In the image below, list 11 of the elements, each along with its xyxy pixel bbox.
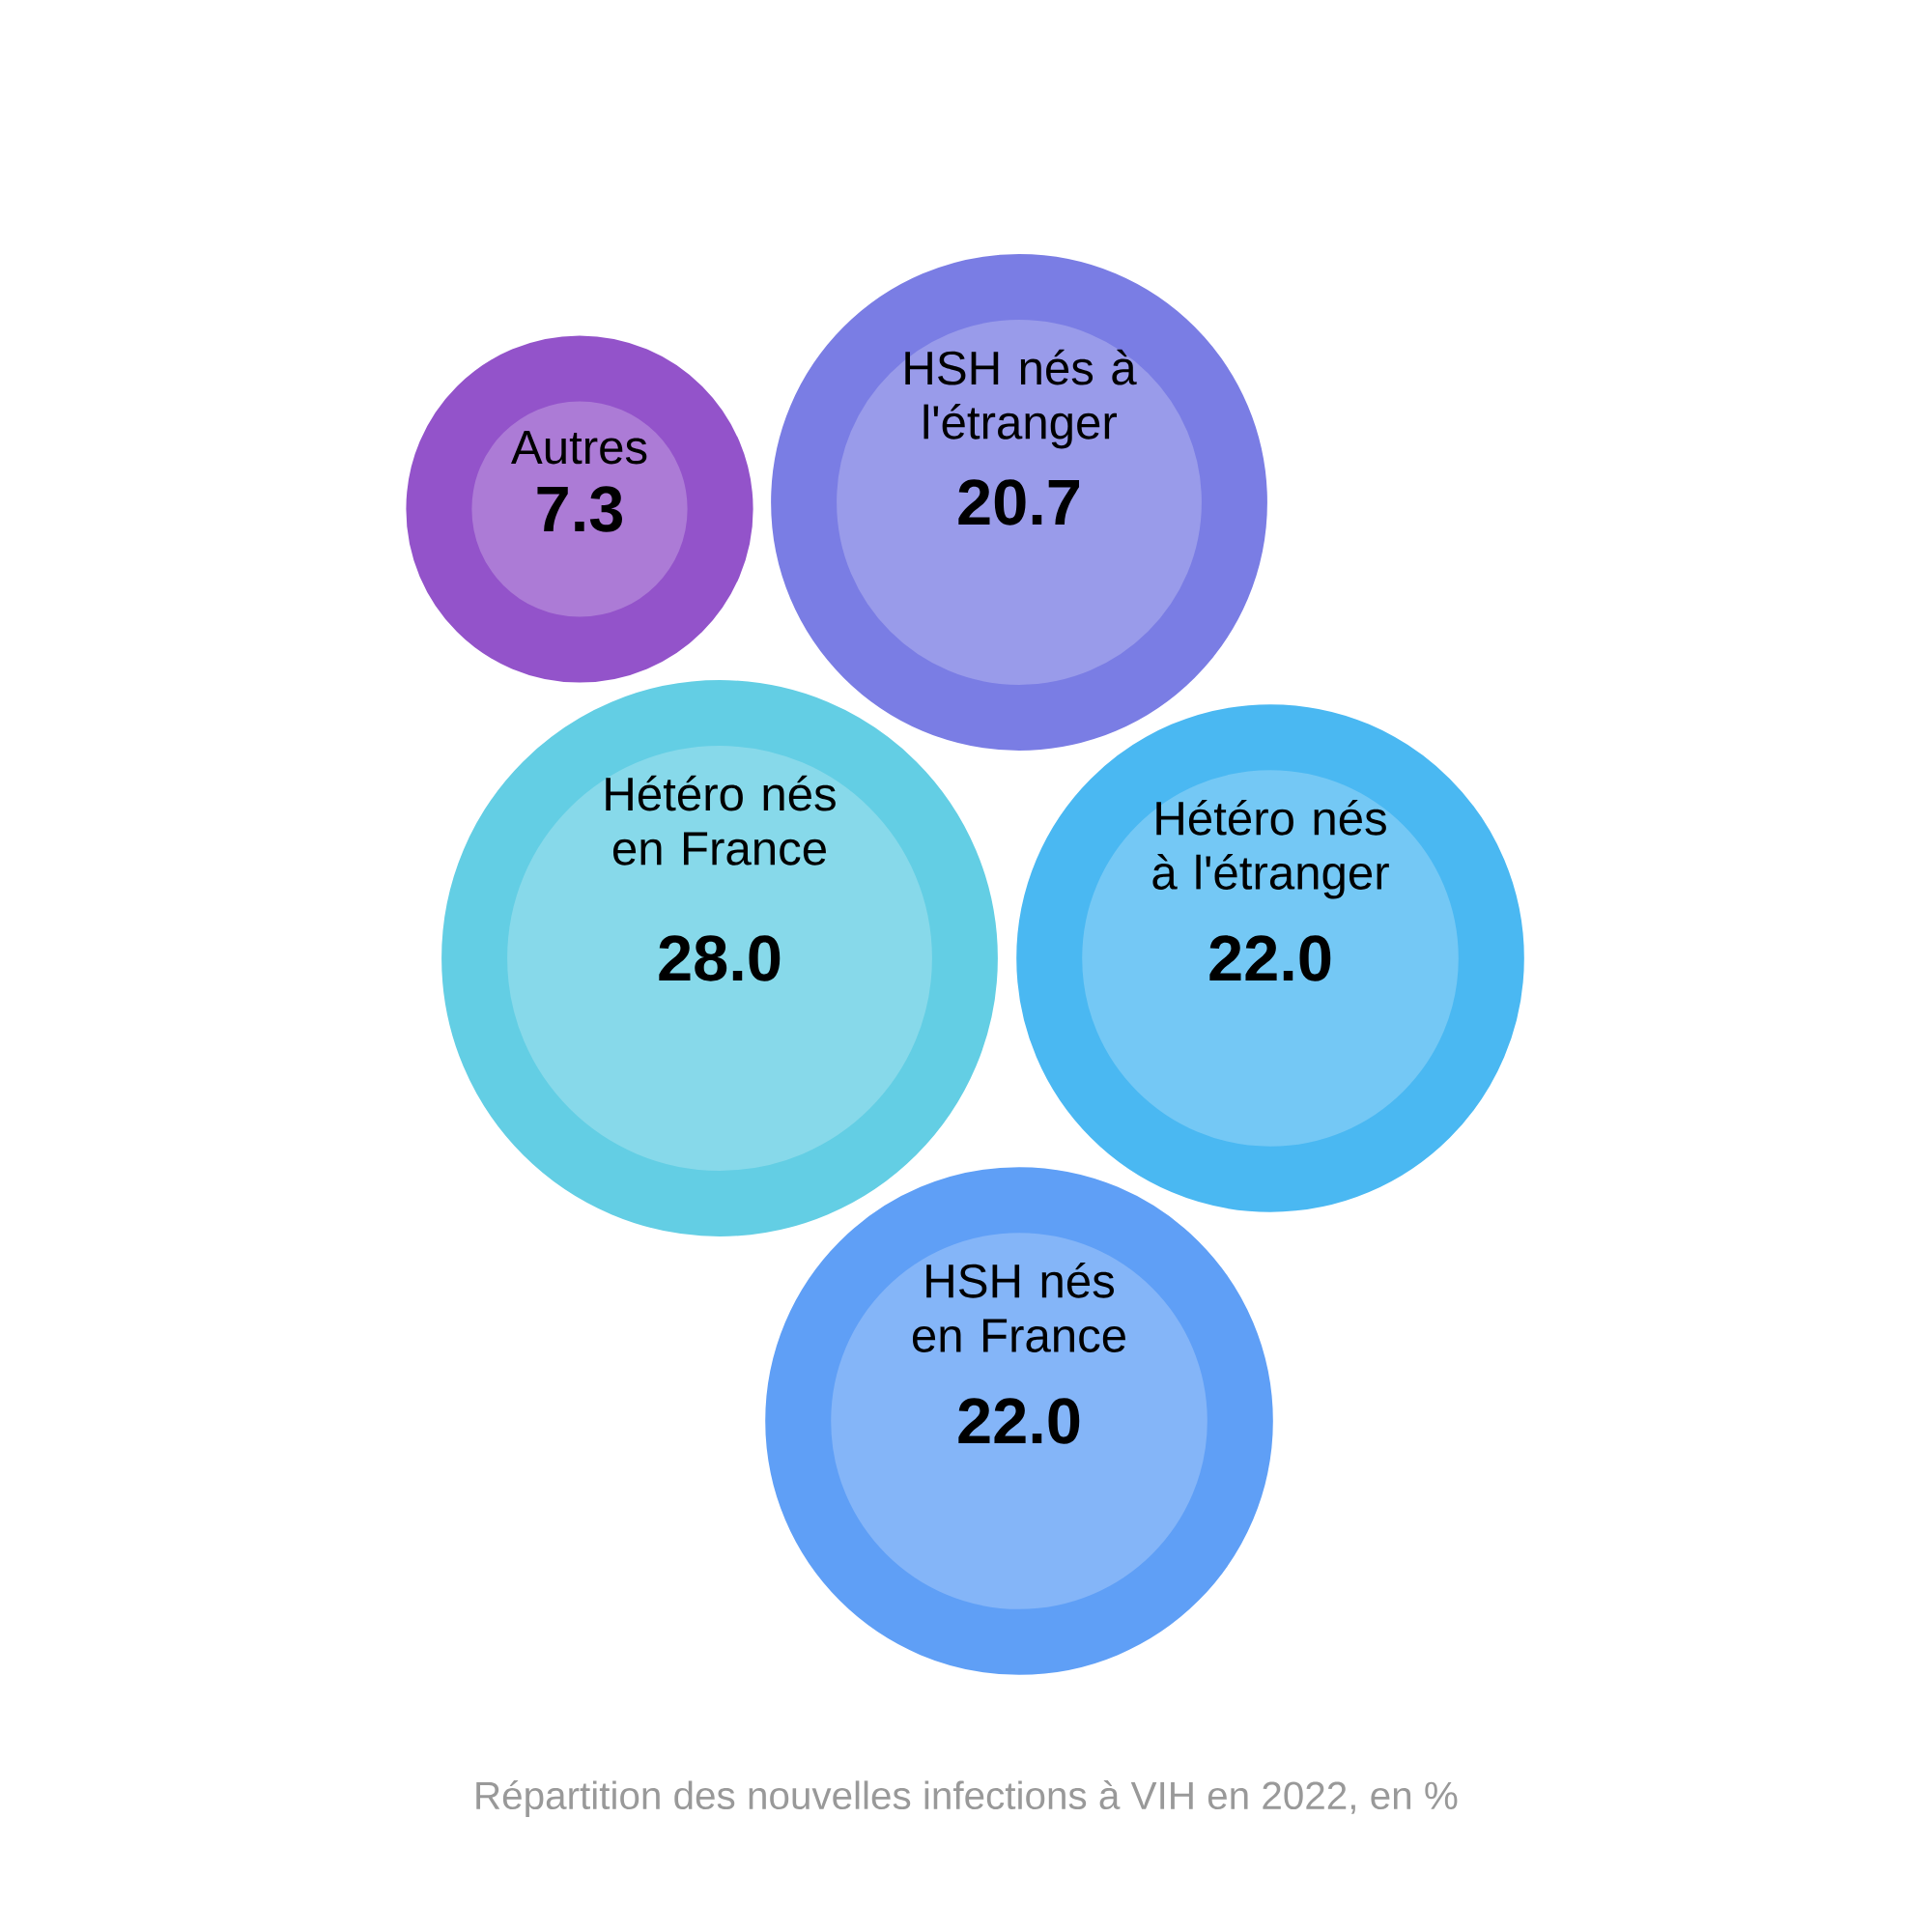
category-label: HSH nés à l'étranger	[905, 349, 1137, 449]
data-label: 22.0	[1209, 935, 1331, 981]
data-label: 20.7	[958, 479, 1080, 526]
data-label: 28.0	[659, 935, 781, 981]
text: Répartition des nouvelles infections à VIH en 2022, en %	[476, 1779, 1458, 1818]
category-label: Hétéro nés en France	[606, 775, 836, 866]
category-label: Autres	[511, 431, 647, 465]
data-label: 7.3	[537, 486, 623, 532]
data-label: 22.0	[958, 1398, 1080, 1444]
category-label: HSH nés en France	[912, 1262, 1125, 1352]
category-label: Hétéro nés à l'étranger	[1152, 799, 1389, 899]
